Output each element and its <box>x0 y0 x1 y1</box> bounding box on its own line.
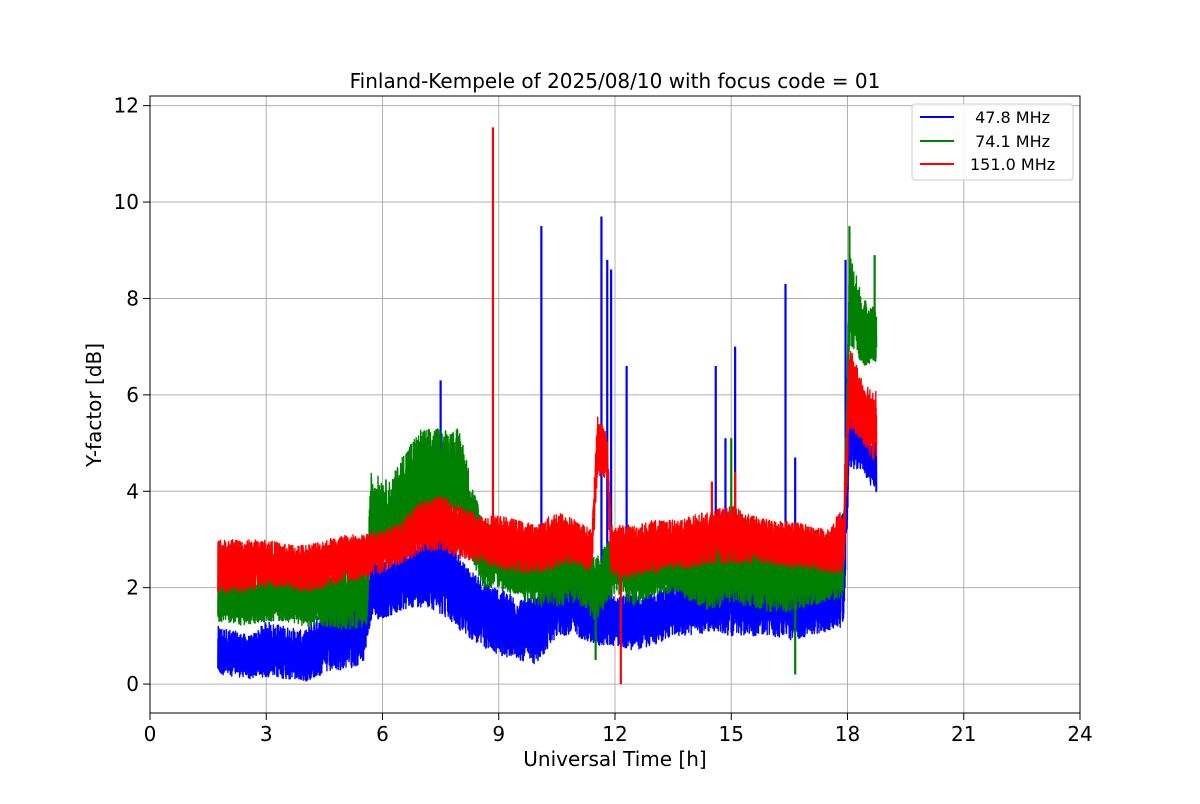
x-tick-label: 3 <box>260 722 273 746</box>
y-axis-label: Y-factor [dB] <box>82 343 106 468</box>
legend-label-series-2: 74.1 MHz <box>970 132 1050 151</box>
x-tick-label: 21 <box>951 722 976 746</box>
x-tick-label: 18 <box>835 722 860 746</box>
y-tick-label: 0 <box>126 672 139 696</box>
y-tick-label: 4 <box>126 479 139 503</box>
legend-label-series-1: 47.8 MHz <box>970 108 1050 127</box>
x-tick-label: 15 <box>719 722 744 746</box>
y-tick-label: 8 <box>126 286 139 310</box>
legend-box <box>911 103 1074 181</box>
x-tick-label: 9 <box>492 722 505 746</box>
y-tick-label: 6 <box>126 383 139 407</box>
x-tick-label: 24 <box>1067 722 1092 746</box>
y-tick-label: 12 <box>114 94 139 118</box>
y-tick-label: 10 <box>114 190 139 214</box>
legend: 47.8 MHz 74.1 MHz 151.0 MHz <box>911 103 1074 181</box>
legend-label-series-3: 151.0 MHz <box>970 155 1055 174</box>
x-axis-label: Universal Time [h] <box>523 747 706 771</box>
chart-title: Finland-Kempele of 2025/08/10 with focus… <box>350 69 881 93</box>
y-tick-label: 2 <box>126 576 139 600</box>
series-line-2 <box>217 253 878 631</box>
x-tick-label: 0 <box>144 722 157 746</box>
x-tick-label: 6 <box>376 722 389 746</box>
series-line-3 <box>217 351 878 594</box>
x-tick-label: 12 <box>602 722 627 746</box>
series-layer <box>217 127 878 685</box>
